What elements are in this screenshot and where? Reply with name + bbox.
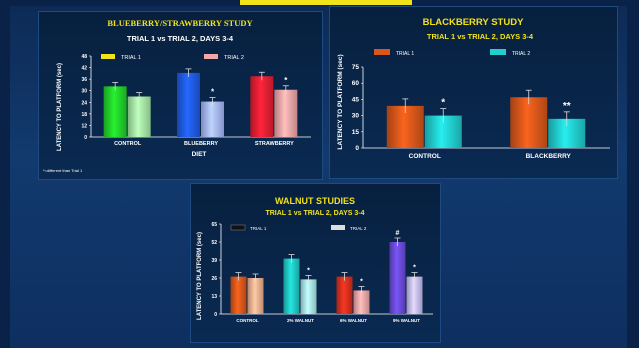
bar-trial1 <box>250 76 274 137</box>
legend-swatch-trial2 <box>204 54 218 59</box>
legend-label-trial2: TRIAL 2 <box>350 226 367 231</box>
significance-marker: * <box>360 278 363 285</box>
footnote: *=different than Trial 1 <box>43 168 83 173</box>
chart-title: BLACKBERRY STUDY <box>423 17 524 28</box>
y-tick-label: 18 <box>81 112 87 118</box>
bar-trial2 <box>300 279 317 314</box>
legend: TRIAL 1 TRIAL 2 <box>230 224 367 231</box>
right-border <box>627 0 639 348</box>
x-tick-label: 6% WALNUT <box>340 318 367 323</box>
legend-label-trial2: TRIAL 2 <box>512 51 530 57</box>
x-tick-label: CONTROL <box>409 153 441 160</box>
significance-marker: * <box>441 98 445 109</box>
y-axis-label: LATENCY TO PLATFORM (sec) <box>57 63 63 151</box>
bar-trial1 <box>389 242 406 314</box>
chart-subtitle: TRIAL 1 vs TRIAL 2, DAYS 3-4 <box>265 210 364 217</box>
y-tick-label: 65 <box>211 222 217 228</box>
significance-marker: ** <box>563 101 571 112</box>
bar-trial2 <box>201 101 224 137</box>
bar-trial2 <box>353 290 370 314</box>
legend-label-trial1: TRIAL 1 <box>121 55 141 61</box>
chart-title: WALNUT STUDIES <box>275 196 355 206</box>
x-axis-label: DIET <box>192 151 207 158</box>
y-tick-label: 13 <box>211 294 217 300</box>
x-tick-label: BLACKBERRY <box>526 153 572 160</box>
significance-marker: * <box>211 88 215 97</box>
legend-swatch-trial2 <box>490 49 506 55</box>
walnut-chart-panel: WALNUT STUDIES TRIAL 1 vs TRIAL 2, DAYS … <box>190 183 441 343</box>
legend-label-trial1: TRIAL 1 <box>396 51 414 57</box>
legend-label-trial2: TRIAL 2 <box>224 55 244 61</box>
x-tick-label: STRAWBERRY <box>255 141 294 147</box>
blueberry-strawberry-chart-panel: BLUEBERRY/STRAWBERRY STUDY TRIAL 1 vs TR… <box>38 11 323 180</box>
x-tick-label: 9% WALNUT <box>393 318 420 323</box>
legend-label-trial1: TRIAL 1 <box>250 226 267 231</box>
bar-trial1 <box>283 258 300 314</box>
y-axis-label: LATENCY TO PLATFORM (sec) <box>197 232 203 320</box>
bar-trial1 <box>177 72 200 137</box>
y-tick-label: 60 <box>352 80 360 87</box>
legend: TRIAL 1 TRIAL 2 <box>101 54 244 61</box>
bar-trial1 <box>230 276 247 314</box>
x-tick-label: CONTROL <box>236 318 258 323</box>
blackberry-chart: BLACKBERRY STUDY TRIAL 1 vs TRIAL 2, DAY… <box>337 17 610 160</box>
legend-swatch-trial2 <box>331 225 345 230</box>
top-accent-bar <box>240 0 412 5</box>
significance-marker: * <box>284 76 288 85</box>
y-tick-label: 24 <box>81 100 87 106</box>
y-tick-label: 26 <box>211 276 217 282</box>
chart-subtitle: TRIAL 1 vs TRIAL 2, DAYS 3-4 <box>127 34 234 43</box>
significance-marker: # <box>396 230 400 237</box>
chart-subtitle: TRIAL 1 vs TRIAL 2, DAYS 3-4 <box>427 32 534 41</box>
bar-trial1 <box>336 276 353 314</box>
y-tick-label: 52 <box>211 240 217 246</box>
left-border <box>0 0 10 348</box>
y-axis-label: LATENCY TO PLATFORM (sec) <box>337 54 344 149</box>
x-tick-label: BLUEBERRY <box>184 141 218 147</box>
bar-trial2 <box>274 89 298 137</box>
y-tick-label: 48 <box>81 54 87 60</box>
significance-marker: * <box>307 267 310 274</box>
legend-swatch-trial1 <box>101 54 115 59</box>
bar-trial2 <box>247 278 264 314</box>
bar-trial1 <box>103 86 127 137</box>
bar-trial1 <box>386 105 424 148</box>
blueberry-strawberry-chart: BLUEBERRY/STRAWBERRY STUDY TRIAL 1 vs TR… <box>43 18 311 173</box>
y-tick-label: 0 <box>214 312 217 318</box>
legend-swatch-trial1 <box>230 224 246 231</box>
y-tick-label: 36 <box>81 77 87 83</box>
y-tick-label: 45 <box>352 96 360 103</box>
x-tick-label: 2% WALNUT <box>287 318 314 323</box>
blackberry-chart-panel: BLACKBERRY STUDY TRIAL 1 vs TRIAL 2, DAY… <box>329 6 618 179</box>
y-tick-label: 0 <box>355 145 359 152</box>
bar-trial2 <box>127 96 151 137</box>
y-tick-label: 39 <box>211 258 217 264</box>
y-tick-label: 30 <box>81 89 87 95</box>
y-tick-label: 30 <box>352 113 360 120</box>
chart-title: BLUEBERRY/STRAWBERRY STUDY <box>107 18 252 28</box>
legend-swatch-trial1 <box>374 49 390 55</box>
bar-trial2 <box>406 276 423 314</box>
walnut-chart: WALNUT STUDIES TRIAL 1 vs TRIAL 2, DAYS … <box>197 196 433 323</box>
y-tick-label: 75 <box>352 64 360 71</box>
legend: TRIAL 1 TRIAL 2 <box>374 49 530 57</box>
y-tick-label: 15 <box>352 129 360 136</box>
y-tick-label: 0 <box>84 135 87 141</box>
bar-trial1 <box>510 97 548 148</box>
y-tick-label: 12 <box>81 123 87 129</box>
y-tick-label: 42 <box>81 66 87 72</box>
x-tick-label: CONTROL <box>114 141 142 147</box>
significance-marker: * <box>413 265 416 272</box>
